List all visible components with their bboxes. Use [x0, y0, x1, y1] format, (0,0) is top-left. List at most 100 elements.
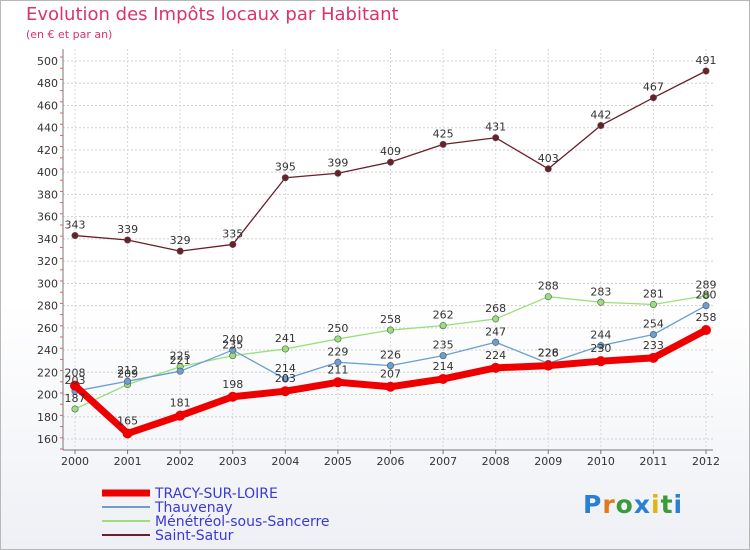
series-point [280, 386, 291, 397]
y-tick-label: 440 [37, 122, 58, 135]
series-point [385, 381, 396, 392]
series-point [229, 346, 237, 354]
series-point [386, 362, 394, 370]
x-tick-label: 2010 [587, 455, 615, 468]
data-label: 214 [275, 362, 296, 375]
data-label: 235 [433, 339, 454, 352]
x-tick-label: 2000 [61, 455, 89, 468]
data-label: 425 [433, 127, 454, 140]
series-point [543, 360, 554, 371]
logo-letter: t [660, 490, 674, 519]
data-label: 431 [485, 121, 506, 134]
data-label: 233 [643, 339, 664, 352]
data-label: 395 [275, 161, 296, 174]
y-tick-label: 460 [37, 99, 58, 112]
data-label: 212 [117, 364, 138, 377]
logo-letter: x [633, 490, 651, 519]
series-point [334, 335, 342, 343]
series-point [281, 375, 289, 383]
data-label: 207 [380, 368, 401, 381]
data-label: 281 [643, 287, 664, 300]
series-point [649, 94, 657, 102]
data-label: 214 [433, 360, 454, 373]
x-tick-label: 2003 [219, 455, 247, 468]
grid-layer [63, 49, 713, 450]
data-label: 289 [696, 279, 717, 292]
data-label: 198 [222, 378, 243, 391]
logo-letter: i [673, 490, 684, 519]
data-label: 288 [538, 280, 559, 293]
y-tick-label: 260 [37, 322, 58, 335]
y-tick-label: 300 [37, 277, 58, 290]
data-label: 208 [65, 367, 86, 380]
y-tick-label: 500 [37, 55, 58, 68]
series-point [122, 428, 133, 439]
series-point [490, 362, 501, 373]
y-tick-label: 400 [37, 166, 58, 179]
x-tick-label: 2012 [692, 455, 720, 468]
legend-label: Saint-Satur [155, 528, 234, 544]
x-tick-label: 2009 [534, 455, 562, 468]
series-point [438, 373, 449, 384]
series-point [702, 292, 710, 300]
y-tick-label: 280 [37, 300, 58, 313]
series-point [227, 391, 238, 402]
series-point [124, 377, 132, 385]
x-tick-label: 2004 [271, 455, 299, 468]
logo-letter: P [583, 490, 603, 519]
x-tick-label: 2008 [482, 455, 510, 468]
data-label: 335 [222, 227, 243, 240]
x-tick-label: 2001 [114, 455, 142, 468]
y-tick-label: 340 [37, 233, 58, 246]
data-label: 225 [170, 350, 191, 363]
series-point [176, 367, 184, 375]
series-point [71, 405, 79, 413]
series-point [701, 325, 711, 336]
logo-letter: o [615, 490, 634, 519]
data-label-layer: 343 339 329 335 395 399 409 425 431 403 442 467 491 1… [65, 54, 717, 427]
series-point [439, 352, 447, 360]
series-point [334, 169, 342, 177]
y-tick-label: 180 [37, 411, 58, 424]
data-label: 226 [380, 349, 401, 362]
data-label: 268 [485, 302, 506, 315]
proxiti-logo: Proxiti [583, 490, 683, 519]
data-label: 221 [170, 354, 191, 367]
data-label: 203 [275, 372, 296, 385]
series-point [71, 232, 79, 240]
series-point [386, 158, 394, 166]
x-tick-label: 2005 [324, 455, 352, 468]
series-point [332, 377, 343, 388]
series-point [124, 236, 132, 244]
series-point [702, 67, 710, 75]
legend-label: TRACY-SUR-LOIRE [154, 486, 278, 502]
data-label: 226 [538, 347, 559, 360]
data-label: 280 [696, 289, 717, 302]
x-tick-label: 2002 [166, 455, 194, 468]
data-label: 165 [117, 414, 138, 427]
logo-letter: i [651, 490, 661, 519]
series-point [597, 342, 605, 350]
logo-letter: r [602, 490, 616, 519]
series-point [175, 410, 186, 421]
data-label: 283 [590, 285, 611, 298]
axis-layer: 160 180 200 220 240 260 280 300 320 340 360 380 400 4… [37, 49, 720, 468]
y-tick-label: 320 [37, 255, 58, 268]
data-label: 399 [327, 156, 348, 169]
data-label: 403 [538, 152, 559, 165]
series-point [281, 174, 289, 182]
data-label: 258 [696, 311, 717, 324]
series-point [544, 293, 552, 301]
data-label: 244 [590, 329, 611, 342]
y-tick-label: 380 [37, 188, 58, 201]
series-point [492, 338, 500, 346]
series-point [439, 140, 447, 148]
legend-label: Ménétréol-sous-Sancerre [155, 514, 330, 530]
legend: TRACY-SUR-LOIREThauvenayMénétréol-sous-S… [102, 486, 330, 544]
data-label: 467 [643, 81, 664, 94]
data-label: 240 [222, 333, 243, 346]
x-tick-label: 2007 [429, 455, 457, 468]
series-point [334, 358, 342, 366]
